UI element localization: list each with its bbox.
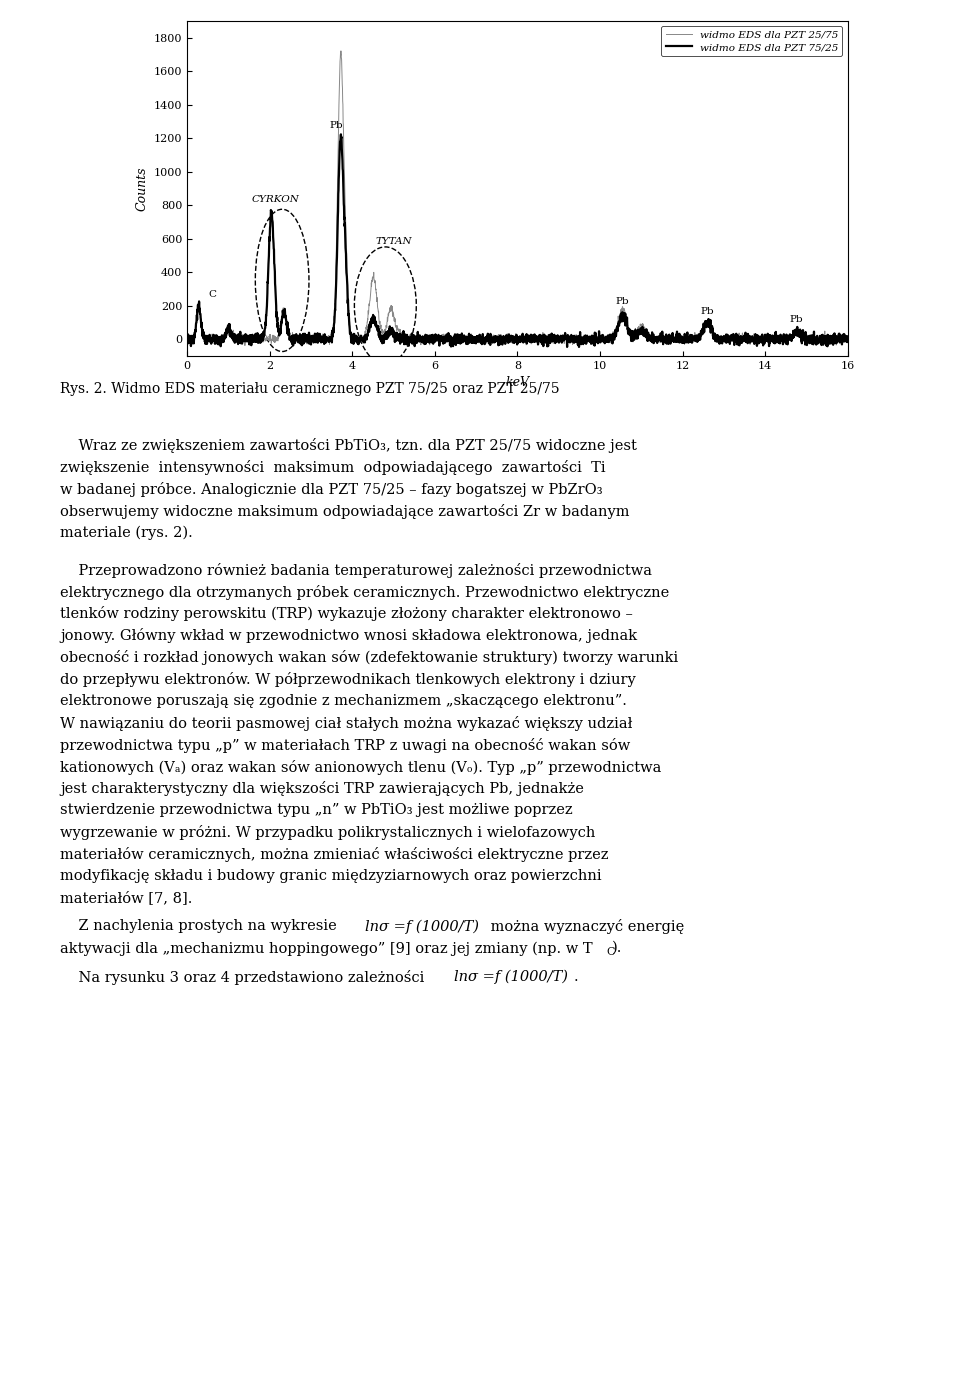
widmo EDS dla PZT 25/75 [181,329,193,346]
Text: można wyznaczyć energię: można wyznaczyć energię [486,919,684,935]
widmo EDS dla PZT 25/75 [464,329,475,346]
Text: Pb: Pb [701,307,714,315]
Text: C: C [208,290,216,299]
Text: ).: ). [612,942,622,956]
Text: jonowy. Główny wkład w przewodnictwo wnosi składowa elektronowa, jednak: jonowy. Główny wkład w przewodnictwo wno… [60,628,637,643]
Text: elektronowe poruszają się zgodnie z mechanizmem „skaczącego elektronu”.: elektronowe poruszają się zgodnie z mech… [60,693,627,709]
Text: Pb: Pb [790,315,804,324]
Text: CYRKON: CYRKON [252,195,300,204]
Text: Na rysunku 3 oraz 4 przedstawiono zależności: Na rysunku 3 oraz 4 przedstawiono zależn… [60,970,429,985]
Text: zwiększenie  intensywności  maksimum  odpowiadającego  zawartości  Ti: zwiększenie intensywności maksimum odpow… [60,460,606,474]
widmo EDS dla PZT 75/25 [464,335,475,352]
Line: widmo EDS dla PZT 75/25: widmo EDS dla PZT 75/25 [187,134,848,347]
Text: Rys. 2. Widmo EDS materiału ceramicznego PZT 75/25 oraz PZT 25/75: Rys. 2. Widmo EDS materiału ceramicznego… [60,382,560,396]
widmo EDS dla PZT 25/75 [829,329,841,346]
Text: w badanej próbce. Analogicznie dla PZT 75/25 – fazy bogatszej w PbZrO₃: w badanej próbce. Analogicznie dla PZT 7… [60,481,603,497]
Line: widmo EDS dla PZT 25/75: widmo EDS dla PZT 25/75 [187,50,848,346]
widmo EDS dla PZT 75/25 [335,126,347,142]
Y-axis label: Counts: Counts [135,166,148,211]
widmo EDS dla PZT 25/75 [239,338,251,354]
Text: stwierdzenie przewodnictwa typu „n” w PbTiO₃ jest możliwe poprzez: stwierdzenie przewodnictwa typu „n” w Pb… [60,804,573,817]
Text: .: . [574,970,579,983]
widmo EDS dla PZT 25/75 [297,329,308,346]
Text: Z nachylenia prostych na wykresie: Z nachylenia prostych na wykresie [60,919,342,933]
Text: aktywacji dla „mechanizmu hoppingowego” [9] oraz jej zmiany (np. w T: aktywacji dla „mechanizmu hoppingowego” … [60,942,593,956]
Text: modyfikację składu i budowy granic międzyziarnowych oraz powierzchni: modyfikację składu i budowy granic międz… [60,869,602,883]
widmo EDS dla PZT 75/25 [435,328,446,345]
Text: TYTAN: TYTAN [375,237,412,246]
widmo EDS dla PZT 25/75 [435,332,446,349]
widmo EDS dla PZT 75/25 [758,331,770,347]
Legend: widmo EDS dla PZT 25/75, widmo EDS dla PZT 75/25: widmo EDS dla PZT 25/75, widmo EDS dla P… [661,27,843,56]
Text: wygrzewanie w próżni. W przypadku polikrystalicznych i wielofazowych: wygrzewanie w próżni. W przypadku polikr… [60,826,596,840]
Text: lnσ =f (1000/T): lnσ =f (1000/T) [365,919,479,933]
widmo EDS dla PZT 25/75 [842,331,853,347]
Text: Przeprowadzono również badania temperaturowej zależności przewodnictwa: Przeprowadzono również badania temperatu… [60,562,653,578]
Text: obserwujemy widoczne maksimum odpowiadające zawartości Zr w badanym: obserwujemy widoczne maksimum odpowiadaj… [60,504,630,519]
widmo EDS dla PZT 75/25 [842,333,853,350]
widmo EDS dla PZT 25/75 [335,42,347,59]
Text: przewodnictwa typu „p” w materiałach TRP z uwagi na obecność wakan sów: przewodnictwa typu „p” w materiałach TRP… [60,738,631,753]
widmo EDS dla PZT 25/75 [758,328,770,345]
widmo EDS dla PZT 25/75 [257,332,269,349]
Text: Pb: Pb [330,121,344,130]
widmo EDS dla PZT 75/25 [296,329,307,346]
widmo EDS dla PZT 75/25 [573,339,585,356]
Text: materiałów [7, 8].: materiałów [7, 8]. [60,891,193,905]
Text: kationowych (Vₐ) oraz wakan sów anionowych tlenu (Vₒ). Typ „p” przewodnictwa: kationowych (Vₐ) oraz wakan sów anionowy… [60,760,661,774]
Text: materiale (rys. 2).: materiale (rys. 2). [60,526,193,540]
Text: obecność i rozkład jonowych wakan sów (zdefektowanie struktury) tworzy warunki: obecność i rozkład jonowych wakan sów (z… [60,650,679,665]
Text: elektrycznego dla otrzymanych próbek ceramicznych. Przewodnictwo elektryczne: elektrycznego dla otrzymanych próbek cer… [60,585,670,600]
Text: jest charakterystyczny dla większości TRP zawierających Pb, jednakże: jest charakterystyczny dla większości TR… [60,781,585,797]
widmo EDS dla PZT 75/25 [256,332,268,349]
Text: do przepływu elektronów. W półprzewodnikach tlenkowych elektrony i dziury: do przepływu elektronów. W półprzewodnik… [60,672,636,688]
widmo EDS dla PZT 75/25 [829,331,841,347]
widmo EDS dla PZT 75/25 [181,335,193,352]
Text: C: C [606,947,614,957]
Text: Pb: Pb [616,297,630,306]
X-axis label: keV: keV [506,377,530,389]
Text: Wraz ze zwiększeniem zawartości PbTiO₃, tzn. dla PZT 25/75 widoczne jest: Wraz ze zwiększeniem zawartości PbTiO₃, … [60,438,637,453]
Text: materiałów ceramicznych, można zmieniać właściwości elektryczne przez: materiałów ceramicznych, można zmieniać … [60,847,609,862]
Text: W nawiązaniu do teorii pasmowej ciał stałych można wykazać większy udział: W nawiązaniu do teorii pasmowej ciał sta… [60,716,633,731]
Text: lnσ =f (1000/T): lnσ =f (1000/T) [453,970,567,983]
Text: tlenków rodziny perowskitu (TRP) wykazuje złożony charakter elektronowo –: tlenków rodziny perowskitu (TRP) wykazuj… [60,607,634,621]
